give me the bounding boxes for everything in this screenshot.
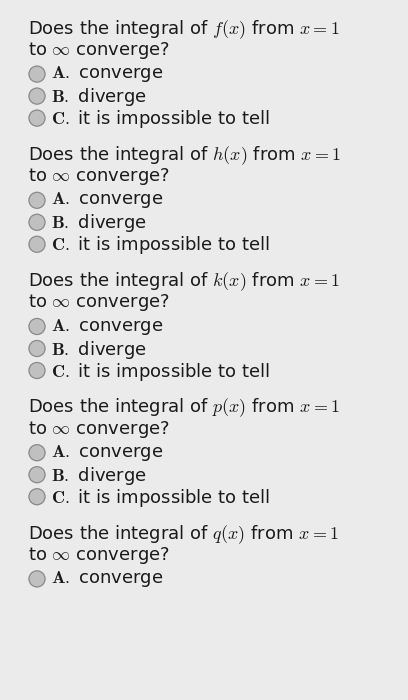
Text: $\mathbf{C.}$ it is impossible to tell: $\mathbf{C.}$ it is impossible to tell bbox=[51, 234, 270, 256]
Text: to $\infty$ converge?: to $\infty$ converge? bbox=[28, 166, 170, 187]
Circle shape bbox=[29, 340, 45, 356]
Text: $\mathbf{B.}$ diverge: $\mathbf{B.}$ diverge bbox=[51, 86, 147, 108]
Circle shape bbox=[29, 88, 45, 104]
Text: to $\infty$ converge?: to $\infty$ converge? bbox=[28, 293, 170, 314]
Text: $\mathbf{C.}$ it is impossible to tell: $\mathbf{C.}$ it is impossible to tell bbox=[51, 360, 270, 383]
Circle shape bbox=[29, 66, 45, 82]
Text: Does the integral of $k(x)$ from $x = 1$: Does the integral of $k(x)$ from $x = 1$ bbox=[28, 270, 340, 293]
Text: $\mathbf{B.}$ diverge: $\mathbf{B.}$ diverge bbox=[51, 212, 147, 234]
Circle shape bbox=[29, 571, 45, 587]
Text: $\mathbf{C.}$ it is impossible to tell: $\mathbf{C.}$ it is impossible to tell bbox=[51, 486, 270, 509]
Circle shape bbox=[29, 214, 45, 230]
Text: to $\infty$ converge?: to $\infty$ converge? bbox=[28, 40, 170, 61]
Circle shape bbox=[29, 467, 45, 483]
Circle shape bbox=[29, 318, 45, 335]
Text: $\mathbf{A.}$ converge: $\mathbf{A.}$ converge bbox=[51, 569, 164, 589]
Text: Does the integral of $h(x)$ from $x = 1$: Does the integral of $h(x)$ from $x = 1$ bbox=[28, 144, 341, 167]
Text: to $\infty$ converge?: to $\infty$ converge? bbox=[28, 419, 170, 440]
Text: Does the integral of $p(x)$ from $x = 1$: Does the integral of $p(x)$ from $x = 1$ bbox=[28, 397, 340, 419]
Text: $\mathbf{C.}$ it is impossible to tell: $\mathbf{C.}$ it is impossible to tell bbox=[51, 108, 270, 130]
Circle shape bbox=[29, 444, 45, 461]
Text: Does the integral of $f(x)$ from $x = 1$: Does the integral of $f(x)$ from $x = 1$ bbox=[28, 18, 339, 41]
Text: $\mathbf{A.}$ converge: $\mathbf{A.}$ converge bbox=[51, 316, 164, 337]
Text: $\mathbf{A.}$ converge: $\mathbf{A.}$ converge bbox=[51, 190, 164, 211]
Text: to $\infty$ converge?: to $\infty$ converge? bbox=[28, 545, 170, 566]
Text: Does the integral of $q(x)$ from $x = 1$: Does the integral of $q(x)$ from $x = 1$ bbox=[28, 523, 339, 545]
Text: $\mathbf{A.}$ converge: $\mathbf{A.}$ converge bbox=[51, 64, 164, 84]
Circle shape bbox=[29, 110, 45, 126]
Text: $\mathbf{A.}$ converge: $\mathbf{A.}$ converge bbox=[51, 443, 164, 463]
Circle shape bbox=[29, 237, 45, 252]
Circle shape bbox=[29, 489, 45, 505]
Circle shape bbox=[29, 193, 45, 209]
Text: $\mathbf{B.}$ diverge: $\mathbf{B.}$ diverge bbox=[51, 339, 147, 361]
Text: $\mathbf{B.}$ diverge: $\mathbf{B.}$ diverge bbox=[51, 465, 147, 486]
Circle shape bbox=[29, 363, 45, 379]
